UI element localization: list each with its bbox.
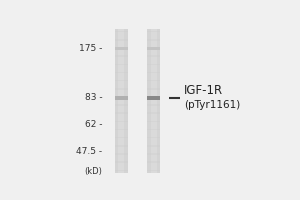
Bar bbox=[115, 55, 128, 57]
Bar bbox=[147, 31, 160, 32]
Text: 175 -: 175 - bbox=[79, 44, 103, 53]
Bar bbox=[147, 137, 160, 138]
Bar bbox=[115, 80, 128, 81]
Text: 47.5 -: 47.5 - bbox=[76, 147, 103, 156]
Bar bbox=[151, 29, 157, 173]
Text: IGF-1R: IGF-1R bbox=[184, 84, 223, 97]
Bar bbox=[115, 170, 128, 171]
Bar bbox=[115, 145, 128, 147]
Bar bbox=[147, 153, 160, 155]
Bar bbox=[147, 47, 160, 49]
Bar bbox=[115, 129, 128, 130]
Bar bbox=[147, 170, 160, 171]
Bar bbox=[115, 137, 128, 138]
Bar bbox=[147, 47, 160, 50]
Bar bbox=[147, 104, 160, 106]
Bar bbox=[118, 29, 124, 173]
Bar bbox=[147, 72, 160, 73]
Bar bbox=[147, 112, 160, 114]
Bar bbox=[115, 96, 128, 98]
Bar bbox=[115, 153, 128, 155]
Bar bbox=[115, 72, 128, 73]
Bar bbox=[147, 96, 160, 100]
Text: 83 -: 83 - bbox=[85, 93, 103, 102]
Bar bbox=[115, 104, 128, 106]
Bar bbox=[115, 96, 128, 100]
Bar bbox=[115, 121, 128, 122]
Bar bbox=[147, 161, 160, 163]
Bar bbox=[115, 161, 128, 163]
Bar bbox=[147, 88, 160, 90]
Bar bbox=[147, 29, 160, 173]
Bar bbox=[147, 64, 160, 65]
Bar bbox=[115, 39, 128, 41]
Bar bbox=[115, 31, 128, 32]
Bar bbox=[115, 29, 128, 173]
Bar bbox=[147, 55, 160, 57]
Bar bbox=[147, 129, 160, 130]
Bar bbox=[115, 112, 128, 114]
Bar bbox=[115, 47, 128, 49]
Bar bbox=[147, 121, 160, 122]
Bar bbox=[115, 47, 128, 50]
Bar bbox=[115, 88, 128, 90]
Bar bbox=[147, 39, 160, 41]
Text: (pTyr1161): (pTyr1161) bbox=[184, 100, 240, 110]
Text: 62 -: 62 - bbox=[85, 120, 103, 129]
Bar bbox=[147, 96, 160, 98]
Text: (kD): (kD) bbox=[85, 167, 103, 176]
Bar bbox=[147, 80, 160, 81]
Bar bbox=[115, 64, 128, 65]
Bar bbox=[147, 145, 160, 147]
